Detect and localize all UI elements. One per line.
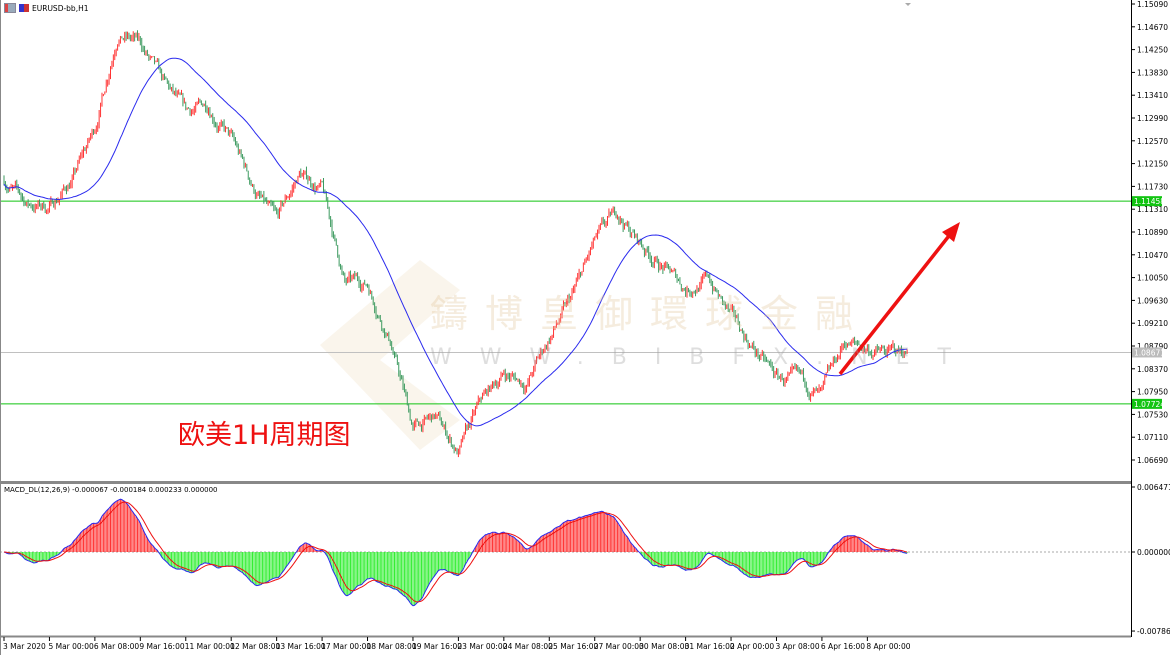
price-tick-label: 1.06690 [1137,456,1168,465]
time-tick-label: 23 Mar 00:00 [457,642,507,651]
macd-indicator-header: MACD_DL(12,26,9) -0.000067 -0.000184 0.0… [4,486,218,494]
arrow-head [942,222,960,242]
time-tick-label: 17 Mar 00:00 [321,642,371,651]
price-tick-label: 1.11730 [1137,182,1168,191]
level-price-tag-bg [1132,398,1162,409]
level-lines [0,200,1131,405]
price-tick-label: 1.07950 [1137,388,1168,397]
price-tick-label: 1.10050 [1137,274,1168,283]
time-tick-label: 6 Mar 08:00 [94,642,140,651]
candles [3,30,908,458]
current-price-tag-bg [1132,347,1162,358]
watermark-brand: 鑄博皇御環球金融 [430,292,871,336]
time-tick-label: 13 Mar 16:00 [276,642,326,651]
watermark-logo [320,260,460,450]
time-tick-label: 24 Mar 08:00 [503,642,553,651]
macd-axis: 0.006471 0.000000 -0.007869 [1131,483,1170,636]
time-tick-label: 5 Mar 00:00 [48,642,94,651]
price-tick-label: 1.11310 [1137,205,1168,214]
time-tick-label: 11 Mar 00:00 [185,642,235,651]
symbol-title: EURUSD-bb,H1 [32,3,89,13]
chart-window-icon [4,3,16,13]
price-tick-label: 1.12570 [1137,137,1168,146]
arrow-shaft [838,230,954,376]
price-tick-label: 1.09630 [1137,296,1168,305]
trend-arrow[interactable] [838,222,960,376]
level-price-tag: 1.07724 [1134,400,1165,409]
price-tick-label: 1.12990 [1137,114,1168,123]
time-tick-label: 18 Mar 08:00 [367,642,417,651]
macd-tick-label: 0.000000 [1137,548,1170,557]
price-tick-label: 1.09210 [1137,319,1168,328]
price-tick-label: 1.10470 [1137,251,1168,260]
bars-icon [19,4,29,12]
time-tick-label: 2 Apr 00:00 [730,642,774,651]
current-price-tag: 1.08671 [1134,348,1165,357]
chart-title-bar: EURUSD-bb,H1 [4,3,89,13]
time-tick-label: 9 Mar 16:00 [139,642,185,651]
chart-annotation-label: 欧美1H周期图 [178,420,351,451]
time-tick-label: 31 Mar 16:00 [685,642,735,651]
time-tick-label: 3 Mar 2020 [3,642,46,651]
price-tick-label: 1.14670 [1137,23,1168,32]
time-tick-label: 30 Mar 08:00 [639,642,689,651]
watermark-site: WWW.BIBFX.NET [430,345,979,370]
macd-tick-label: -0.007869 [1137,627,1170,636]
price-tick-label: 1.08790 [1137,342,1168,351]
level-price-tag-bg [1132,196,1162,207]
time-tick-label: 25 Mar 16:00 [548,642,598,651]
time-tick-label: 27 Mar 00:00 [594,642,644,651]
price-axis: 1.15090 1.14670 1.14250 1.13830 1.13410 1.129… [1131,0,1168,465]
time-tick-label: 6 Apr 16:00 [821,642,865,651]
level-price-tag: 1.11458 [1134,197,1165,206]
time-axis: 3 Mar 2020 5 Mar 00:00 6 Mar 08:00 9 Mar 16… [3,637,911,651]
shift-marker-icon[interactable] [905,3,911,6]
macd-pane [0,498,1131,607]
price-tick-label: 1.13410 [1137,91,1168,100]
time-tick-label: 19 Mar 16:00 [412,642,462,651]
time-tick-label: 12 Mar 08:00 [230,642,280,651]
macd-tick-label: 0.006471 [1137,483,1170,492]
price-tick-label: 1.08370 [1137,365,1168,374]
price-tick-label: 1.12150 [1137,160,1168,169]
moving-average-line [3,57,908,427]
macd-line [3,498,908,607]
price-tick-label: 1.14250 [1137,46,1168,55]
price-tick-label: 1.13830 [1137,68,1168,77]
price-tick-label: 1.07530 [1137,410,1168,419]
signal-line [3,501,908,603]
price-tick-label: 1.10890 [1137,228,1168,237]
time-tick-label: 8 Apr 00:00 [866,642,910,651]
price-tick-label: 1.15090 [1137,0,1168,9]
time-tick-label: 3 Apr 08:00 [775,642,819,651]
price-tick-label: 1.07110 [1137,433,1168,442]
